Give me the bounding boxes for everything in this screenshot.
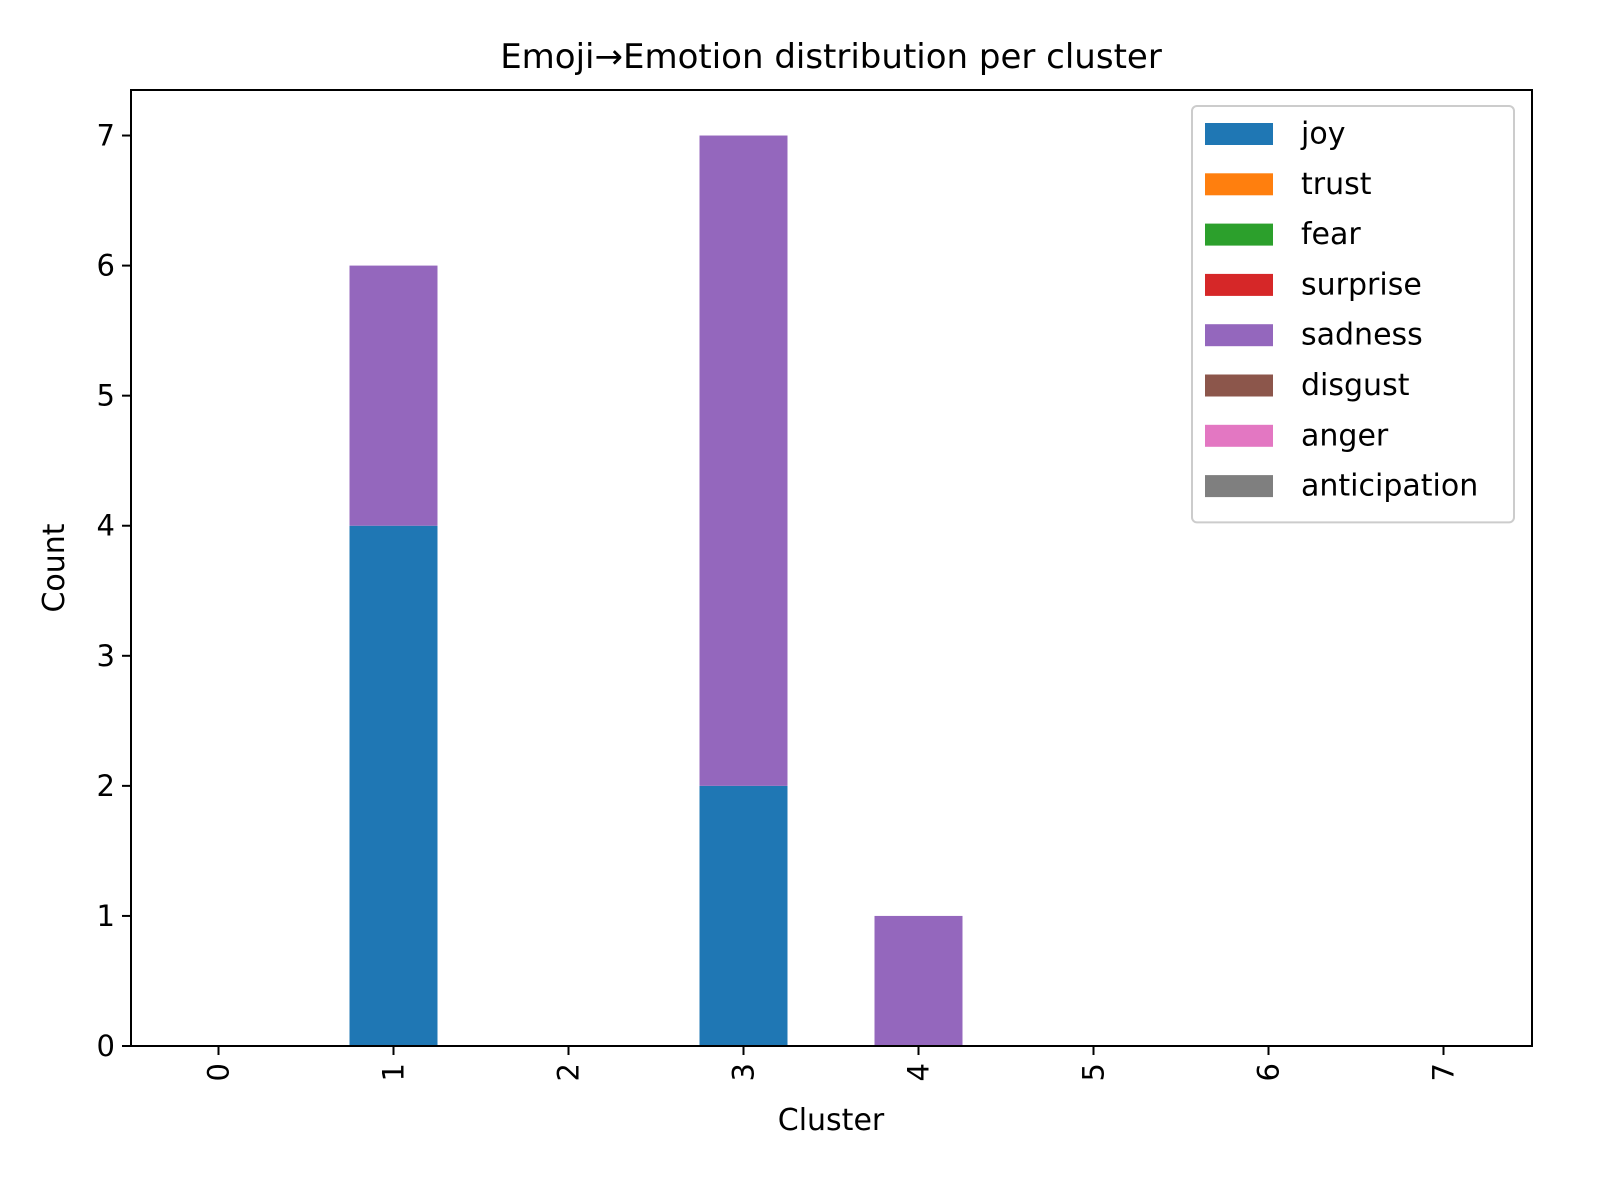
- bar-sadness-cluster-4: [874, 915, 963, 1046]
- legend-label-fear: fear: [1301, 217, 1361, 252]
- bars-group: [349, 135, 963, 1046]
- y-tick-label: 1: [97, 899, 115, 933]
- y-tick-label: 4: [97, 509, 115, 543]
- legend-label-surprise: surprise: [1301, 267, 1422, 302]
- bar-joy-cluster-3: [699, 785, 788, 1046]
- legend-swatch-surprise: [1205, 273, 1273, 296]
- y-tick-label: 6: [97, 249, 115, 283]
- y-tick-label: 2: [97, 769, 115, 803]
- y-tick-label: 0: [97, 1029, 115, 1063]
- legend-swatch-anger: [1205, 424, 1273, 447]
- bar-sadness-cluster-1: [349, 265, 438, 526]
- ticks-group: 0 1 2 3 4 5 6 7 0 1 2 3 4 5 6 7: [97, 119, 1461, 1082]
- y-tick-label: 7: [97, 119, 115, 153]
- legend-label-anticipation: anticipation: [1301, 469, 1478, 504]
- y-axis-label: Count: [37, 523, 72, 612]
- y-tick-label: 5: [97, 379, 115, 413]
- x-tick-label: 5: [1077, 1063, 1111, 1081]
- legend-label-anger: anger: [1301, 418, 1389, 453]
- legend-swatch-anticipation: [1205, 475, 1273, 498]
- legend-swatch-sadness: [1205, 324, 1273, 347]
- legend-swatch-trust: [1205, 173, 1273, 196]
- legend-frame: [1191, 105, 1515, 524]
- legend-label-sadness: sadness: [1301, 318, 1423, 353]
- chart-title: Emoji→Emotion distribution per cluster: [500, 37, 1162, 77]
- x-tick-label: 1: [377, 1063, 411, 1081]
- x-tick-label: 4: [902, 1063, 936, 1081]
- x-tick-label: 0: [202, 1063, 236, 1081]
- y-tick-label: 3: [97, 639, 115, 673]
- legend-label-disgust: disgust: [1301, 368, 1410, 403]
- x-axis-label: Cluster: [778, 1103, 885, 1138]
- x-tick-label: 2: [552, 1063, 586, 1081]
- legend: joy trust fear surprise sadness disgust anger a…: [1191, 105, 1515, 524]
- legend-label-joy: joy: [1300, 117, 1345, 152]
- bar-joy-cluster-1: [349, 525, 438, 1046]
- x-tick-label: 3: [727, 1063, 761, 1081]
- x-tick-label: 7: [1427, 1063, 1461, 1081]
- legend-swatch-joy: [1205, 123, 1273, 145]
- bar-sadness-cluster-3: [699, 135, 788, 786]
- legend-swatch-disgust: [1205, 374, 1273, 397]
- legend-swatch-fear: [1205, 223, 1273, 246]
- legend-label-trust: trust: [1301, 167, 1372, 202]
- x-tick-label: 6: [1252, 1063, 1286, 1081]
- plot-frame: [130, 89, 1533, 1047]
